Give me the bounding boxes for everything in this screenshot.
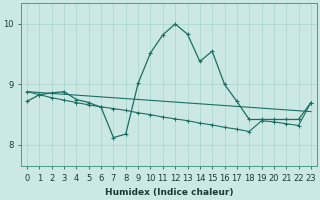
X-axis label: Humidex (Indice chaleur): Humidex (Indice chaleur) (105, 188, 233, 197)
